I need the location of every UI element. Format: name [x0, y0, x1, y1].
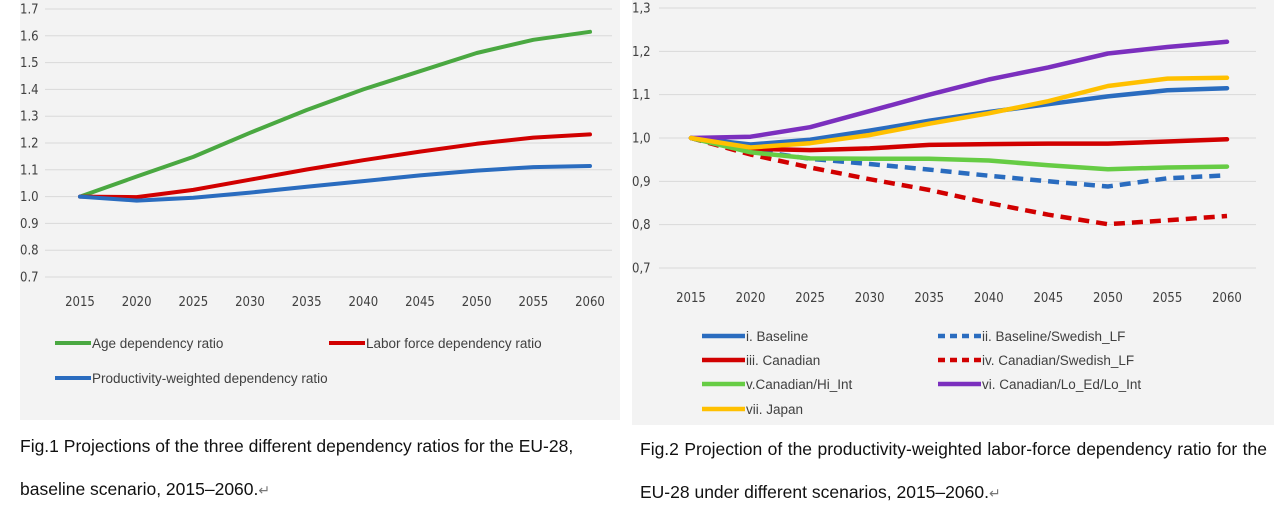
chart-2-gridlines: [659, 7, 1256, 269]
chart-1-series-line-3: [78, 164, 592, 203]
legend-label-7: vii. Japan: [746, 402, 803, 417]
chart-1-legend: Age dependency ratio Labor force dependen…: [55, 336, 542, 386]
chart-2-series-line-7: [688, 75, 1230, 150]
chart-2-y-tick-label: 1,2: [632, 45, 651, 60]
chart-2-legend: i. Baseline ii. Baseline/Swedish_LF iii. C…: [702, 329, 1141, 417]
chart-1-y-tick-label: 1.1: [20, 163, 39, 178]
chart-1-x-tick-label: 2035: [292, 295, 322, 310]
chart-1-series-line-1: [78, 29, 592, 199]
chart-1-y-tick-label: 1.0: [20, 190, 39, 205]
figure-2: 1,3 1,2 1,1 1,0 0,9 0,8 0,7 2015 2020 2025 2030 20…: [632, 0, 1282, 515]
chart-2-series: [688, 39, 1230, 227]
chart-2-x-tick-label: 2055: [1153, 291, 1183, 306]
chart-1-y-tick-label: 1.2: [20, 137, 39, 152]
chart-2: 1,31,21,11,00,90,80,7 2015 2020 2025 2030 20…: [632, 0, 1274, 425]
chart-2-y-tick-label: 0,8: [632, 218, 651, 233]
chart-2-x-tick-label: 2050: [1093, 291, 1123, 306]
chart-2-y-tick-label: 0,9: [632, 175, 651, 190]
chart-2-series-line-6: [688, 39, 1230, 141]
chart-1-x-tick-label: 2060: [575, 295, 605, 310]
figure-1-caption-text: Fig.1 Projections of the three different…: [20, 436, 574, 499]
chart-1-y-ticks: 1.7 1.6 1.5 1.4 1.3 1.2 1.1 1.0 0.9 0.8 0.7: [20, 3, 39, 286]
chart-1-y-tick-label: 0.7: [20, 271, 39, 286]
chart-2-series-line-3: [688, 135, 1230, 153]
chart-1-background: [20, 0, 620, 420]
legend-label-5: v.Canadian/Hi_Int: [746, 377, 853, 392]
chart-1-x-tick-label: 2040: [348, 295, 378, 310]
chart-2-x-tick-label: 2040: [974, 291, 1004, 306]
chart-1-series-line-2: [78, 132, 592, 200]
chart-2-x-ticks: 2015 2020 2025 2030 2035 2040 2045 2050 2055 2060: [676, 291, 1242, 306]
chart-1-y-tick-label: 1.3: [20, 110, 39, 125]
chart-2-x-tick-label: 2060: [1212, 291, 1242, 306]
chart-1-x-tick-label: 2030: [235, 295, 265, 310]
chart-1-y-tick-label: 1.6: [20, 29, 39, 44]
chart-2-series-line-5: [688, 135, 1230, 172]
chart-1-y-tick-label: 1.4: [20, 83, 39, 98]
chart-1-x-tick-label: 2025: [178, 295, 208, 310]
chart-1: 1.71.61.51.41.31.21.11.00.90.80.7 2015 20…: [20, 0, 620, 420]
legend-label-2: ii. Baseline/Swedish_LF: [982, 329, 1125, 344]
chart-1-y-tick-label: 0.9: [20, 217, 39, 232]
chart-1-y-tick-label: 1.5: [20, 56, 39, 71]
figure-2-caption-text: Fig.2 Projection of the productivity-wei…: [640, 439, 1267, 502]
chart-2-x-tick-label: 2030: [855, 291, 885, 306]
figure-2-caption: Fig.2 Projection of the productivity-wei…: [640, 428, 1267, 515]
figure-1-caption: Fig.1 Projections of the three different…: [20, 425, 620, 512]
chart-1-x-tick-label: 2055: [518, 295, 548, 310]
chart-2-x-tick-label: 2015: [676, 291, 706, 306]
chart-1-x-tick-label: 2020: [122, 295, 152, 310]
chart-1-x-tick-label: 2050: [462, 295, 492, 310]
chart-2-x-tick-label: 2035: [914, 291, 944, 306]
chart-2-x-tick-label: 2045: [1033, 291, 1063, 306]
chart-1-y-tick-label: 0.8: [20, 244, 39, 259]
legend-label-6: vi. Canadian/Lo_Ed/Lo_Int: [982, 377, 1141, 392]
chart-1-series: [78, 29, 592, 203]
legend-label-4: iv. Canadian/Swedish_LF: [982, 353, 1134, 368]
chart-2-x-tick-label: 2025: [795, 291, 825, 306]
chart-2-y-tick-label: 1,0: [632, 132, 651, 147]
legend-label-1: i. Baseline: [746, 329, 808, 344]
legend-label-3: Productivity-weighted dependency ratio: [92, 371, 328, 386]
figure-1: 1.7 1.6 1.5 1.4 1.3 1.2 1.1 1.0 0.9 0.8 0.7 2015 20…: [0, 0, 630, 515]
paragraph-mark-icon: ↵: [988, 485, 1001, 501]
chart-2-background: [632, 0, 1274, 425]
legend-label-3: iii. Canadian: [746, 353, 820, 368]
chart-2-y-tick-label: 1,1: [632, 88, 651, 103]
paragraph-mark-icon: ↵: [258, 482, 271, 498]
legend-label-2: Labor force dependency ratio: [366, 336, 542, 351]
chart-2-series-line-4: [690, 135, 1228, 227]
chart-1-x-tick-label: 2015: [65, 295, 95, 310]
chart-2-y-tick-label: 0,7: [632, 262, 651, 277]
legend-label-1: Age dependency ratio: [92, 336, 223, 351]
chart-1-x-ticks: 2015 2020 2025 2030 2035 2040 2045 2050 2055 2060: [65, 295, 605, 310]
chart-1-y-tick-label: 1.7: [20, 3, 39, 18]
chart-2-x-tick-label: 2020: [736, 291, 766, 306]
chart-1-x-tick-label: 2045: [405, 295, 435, 310]
chart-2-y-tick-label: 1,3: [632, 2, 651, 17]
chart-2-y-ticks: 1,3 1,2 1,1 1,0 0,9 0,8 0,7: [632, 2, 651, 277]
